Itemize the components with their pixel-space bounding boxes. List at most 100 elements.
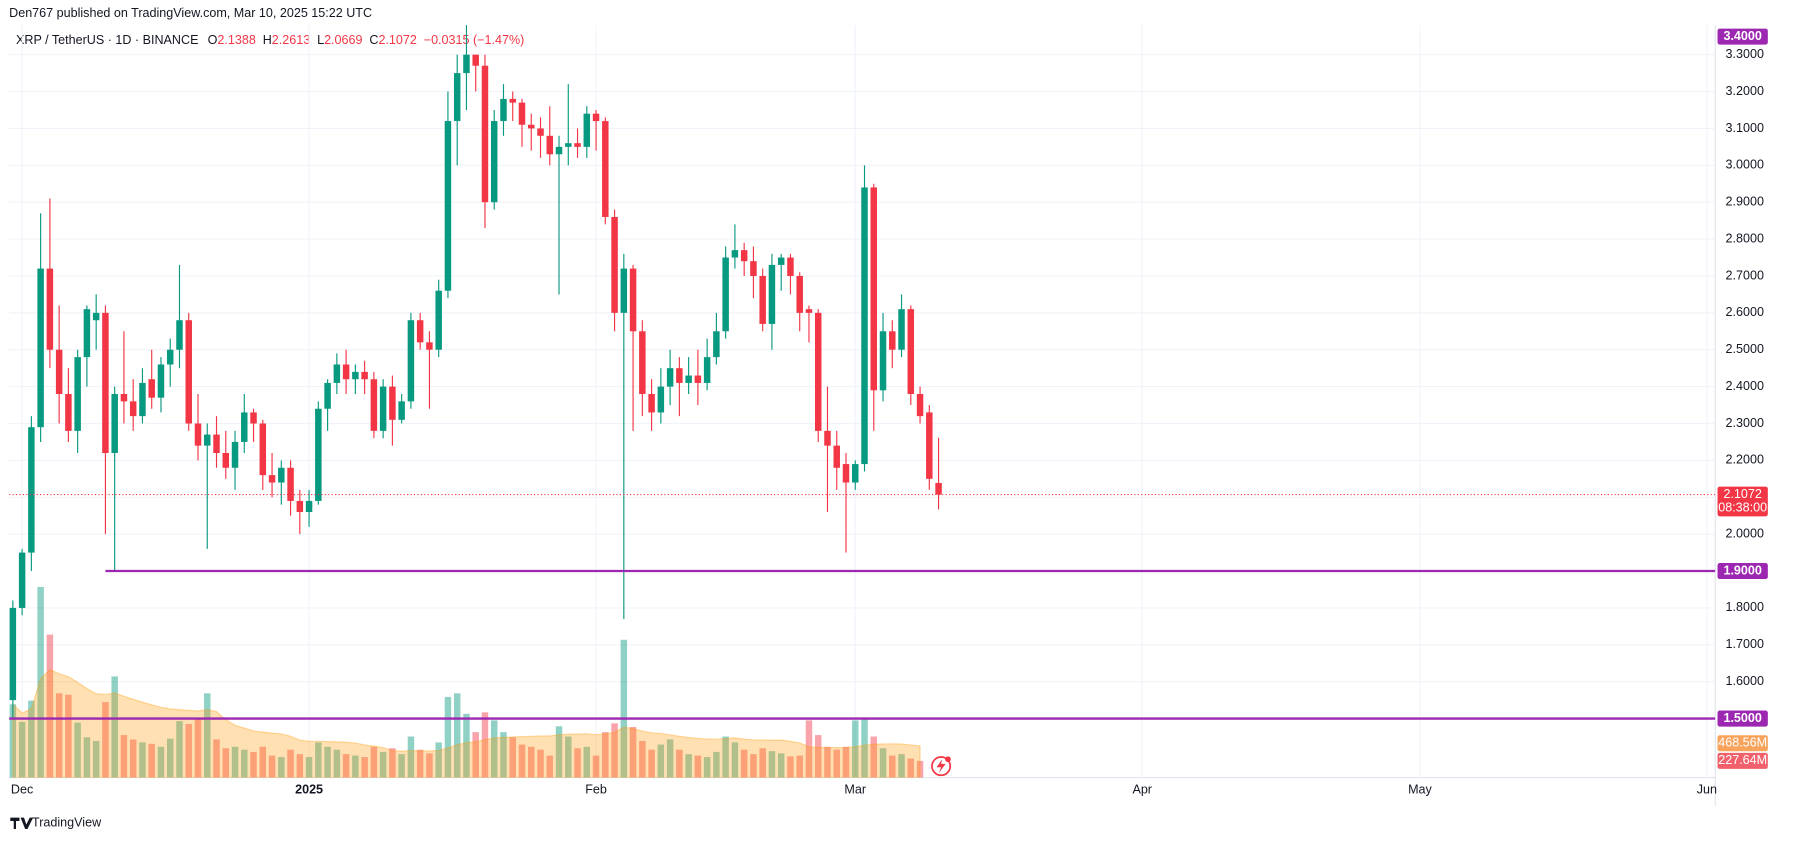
candle-body	[435, 290, 442, 350]
candle-body	[204, 434, 211, 446]
volume-bar	[555, 726, 563, 778]
legend-key: L	[317, 33, 324, 47]
candle-body	[250, 412, 257, 424]
legend-change: −0.0315 (−1.47%)	[424, 33, 525, 47]
candle-body	[148, 379, 155, 398]
candle-body	[852, 464, 859, 483]
volume-bar	[379, 751, 387, 778]
candle-body	[370, 379, 378, 431]
volume-ma-area	[12, 669, 921, 778]
candle-body	[537, 128, 544, 136]
candle-body	[620, 268, 628, 313]
candle-body	[102, 312, 109, 454]
legend-key: C	[369, 33, 378, 47]
candle-body	[824, 430, 831, 446]
candle-body	[120, 393, 128, 402]
symbol-title: XRP / TetherUS · 1D · BINANCE	[16, 33, 198, 47]
candle-body	[555, 146, 563, 155]
level-label: 1.5000	[1723, 711, 1761, 725]
volume-bar	[509, 737, 516, 778]
volume-bar	[120, 735, 128, 778]
legend-value: 2.2613	[272, 33, 310, 47]
volume-bar	[204, 693, 211, 778]
candle-body	[703, 357, 711, 383]
candle-body	[92, 312, 100, 321]
volume-bar	[852, 720, 859, 778]
volume-bar	[796, 755, 803, 778]
volume-bar	[231, 746, 239, 778]
candle-body	[194, 423, 202, 446]
volume-bar	[166, 738, 174, 778]
x-tick-label: May	[1408, 782, 1432, 796]
level-badge	[1717, 28, 1768, 45]
volume-bar	[740, 749, 748, 778]
volume-bar	[222, 748, 230, 778]
volume-bar	[528, 746, 535, 778]
volume-bar	[416, 749, 424, 778]
volume-bar	[546, 755, 554, 778]
volume-bar	[759, 748, 766, 778]
candle-body	[657, 386, 665, 413]
candle-body	[361, 371, 368, 380]
y-tick-label: 3.1000	[1726, 121, 1764, 135]
candle-body	[472, 54, 479, 66]
candle-body	[333, 364, 341, 383]
published-note: Den767 published on TradingView.com, Mar…	[9, 6, 372, 20]
volume-bar	[870, 736, 878, 778]
candle-body	[490, 121, 498, 203]
legend-key: O	[208, 33, 218, 47]
volume-bar	[537, 749, 544, 778]
candle-body	[481, 65, 489, 203]
candle-body	[639, 331, 646, 394]
volume-bar	[833, 749, 840, 778]
volume-bar	[102, 702, 109, 778]
last-price-badge	[1717, 486, 1768, 517]
y-tick-label: 2.7000	[1726, 268, 1764, 282]
volume-bar	[629, 726, 637, 778]
candle-body	[463, 54, 470, 74]
candle-body	[129, 401, 137, 417]
volume-bar	[296, 754, 304, 778]
volume-bar	[824, 746, 831, 778]
candle-body	[574, 143, 581, 147]
volume-bar	[685, 754, 692, 778]
volume-bar	[611, 723, 618, 778]
y-tick-label: 3.0000	[1726, 158, 1764, 172]
candle-body	[305, 500, 313, 513]
candle-body	[453, 73, 461, 122]
candle-body	[500, 98, 507, 122]
volume-bar	[592, 755, 600, 778]
volume-bar	[129, 739, 137, 778]
candle-body	[296, 500, 304, 513]
x-tick-label: Jun	[1697, 782, 1717, 796]
volume-bar	[176, 721, 183, 778]
volume-bar	[352, 755, 359, 778]
volume-bar	[731, 742, 739, 778]
candle-body	[37, 268, 44, 428]
candle-body	[342, 364, 350, 380]
legend-key: H	[263, 33, 272, 47]
candle-body	[907, 309, 915, 394]
volume-bar	[676, 749, 683, 778]
volume-bar	[268, 755, 276, 778]
candle-body	[685, 375, 692, 383]
level-badge	[1717, 710, 1768, 727]
volume-bar	[481, 712, 489, 778]
x-tick-label: 2025	[295, 782, 323, 796]
candle-body	[740, 250, 748, 262]
volume-bar	[768, 751, 776, 778]
volume-bar	[342, 754, 350, 778]
candle-body	[74, 357, 81, 431]
candle-body	[315, 408, 322, 501]
candle-body	[278, 467, 285, 483]
candle-body	[426, 342, 433, 350]
volume-bar	[574, 748, 581, 778]
volume-bar	[602, 732, 609, 778]
candle-body	[842, 464, 850, 483]
candle-body	[666, 368, 674, 387]
volume-bar	[657, 744, 665, 778]
volume-bar	[703, 757, 711, 778]
volume-bar	[278, 757, 285, 778]
